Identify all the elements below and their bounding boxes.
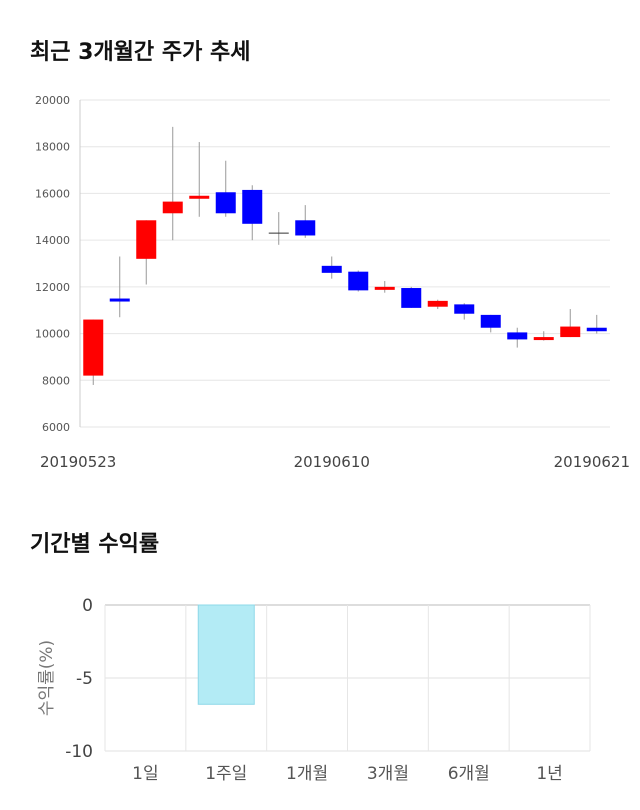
x-tick-label: 3개월 [367,764,409,784]
x-tick-label: 1개월 [286,764,328,784]
candle-body [480,314,501,328]
x-tick-label: 20190621 [554,453,630,471]
x-tick-label: 20190523 [40,453,116,471]
candle-body [348,271,369,291]
candle-body [109,298,130,302]
price-trend-title: 최근 3개월간 주가 추세 [30,40,251,65]
y-tick-label: -5 [76,669,93,689]
returns-title: 기간별 수익률 [30,532,160,557]
candle-body [586,327,607,332]
y-tick-label: 12000 [35,281,70,294]
candle-body [136,220,157,259]
candle-body [189,195,210,199]
x-tick-label: 1일 [132,764,158,784]
y-tick-label: 16000 [35,187,70,200]
candle-body [533,337,554,341]
candle-body [427,300,448,307]
candle-body [83,319,104,376]
candle-body [162,201,183,214]
x-tick-label: 20190610 [294,453,370,471]
x-tick-label: 6개월 [448,764,490,784]
candle-body [295,220,316,236]
x-tick-label: 1년 [536,764,562,784]
candlestick-chart: 6000 8000 10000 12000 14000 16000 18000 20000 20… [35,94,630,471]
y-axis-label: 수익률(%) [37,640,57,716]
y-tick-label: 18000 [35,141,70,154]
candle-body [507,332,528,340]
y-tick-label: 8000 [42,374,70,387]
y-tick-label: 20000 [35,94,70,107]
candle-body [560,326,581,338]
return-bar [197,604,255,705]
candle-body [374,286,395,290]
y-tick-label: 0 [82,596,93,616]
y-tick-label: 14000 [35,234,70,247]
candle-body [215,192,236,214]
y-tick-label: 10000 [35,328,70,341]
candle-body [321,265,342,273]
y-tick-label: -10 [65,742,93,762]
candle-body [454,304,475,314]
y-tick-label: 6000 [42,421,70,434]
candle-body [401,288,422,308]
candle-body [242,189,263,224]
x-tick-label: 1주일 [205,764,247,784]
